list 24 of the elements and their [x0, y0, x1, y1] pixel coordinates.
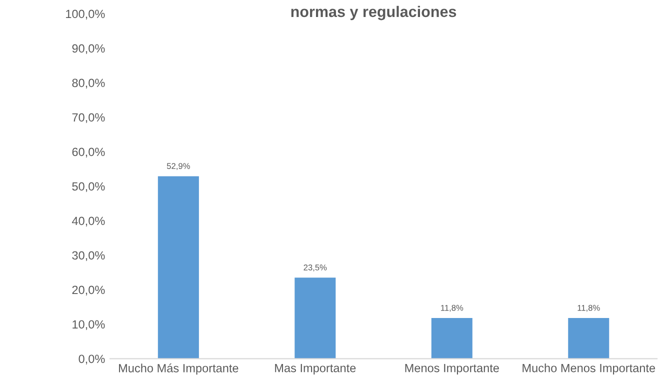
data-label: 11,8%	[441, 304, 464, 312]
y-tick-label: 40,0%	[72, 216, 105, 226]
y-tick-label: 30,0%	[72, 251, 105, 261]
y-tick-label: 80,0%	[72, 78, 105, 88]
y-tick-label: 50,0%	[72, 182, 105, 192]
data-label: 52,9%	[166, 163, 190, 170]
y-tick-label: 60,0%	[72, 148, 105, 158]
bar	[158, 176, 199, 359]
bar	[568, 318, 610, 359]
data-label: 23,5%	[304, 264, 327, 272]
bar	[294, 278, 336, 359]
data-label: 11,8%	[578, 304, 600, 312]
y-tick-label: 0,0%	[78, 354, 105, 364]
bar	[431, 318, 472, 359]
x-tick-label: Menos Importante	[405, 364, 499, 375]
x-tick-label: Mas Importante	[275, 364, 356, 375]
x-tick-label: Mucho Menos Importante	[522, 364, 656, 375]
y-tick-label: 70,0%	[72, 113, 105, 123]
y-tick-label: 10,0%	[72, 320, 105, 330]
y-tick-label: 100,0%	[66, 10, 105, 20]
y-tick-label: 90,0%	[72, 44, 105, 54]
y-tick-label: 20,0%	[72, 286, 105, 296]
chart-title: normas y regulaciones	[291, 6, 456, 20]
x-tick-label: Mucho Más Importante	[119, 364, 238, 375]
